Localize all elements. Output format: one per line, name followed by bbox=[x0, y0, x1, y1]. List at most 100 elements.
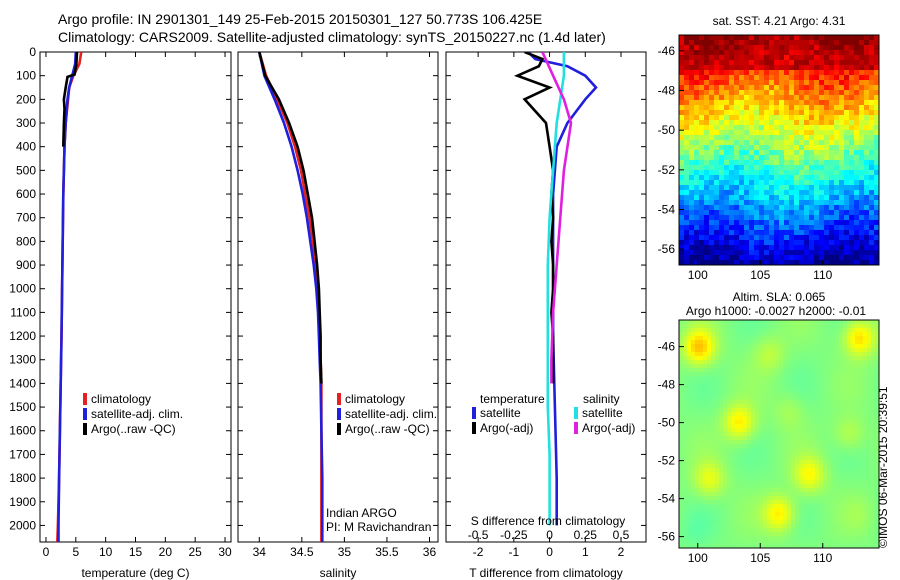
map-cell bbox=[779, 544, 784, 548]
map-cell bbox=[859, 496, 864, 501]
map-cell bbox=[831, 536, 836, 541]
map-cell bbox=[729, 65, 735, 71]
map-cell bbox=[703, 320, 708, 325]
map-cell bbox=[807, 516, 812, 521]
map-cell bbox=[739, 392, 744, 397]
map-cell bbox=[764, 185, 770, 191]
map-cell bbox=[691, 484, 696, 489]
map-cell bbox=[794, 150, 800, 156]
map-cell bbox=[719, 328, 724, 333]
map-cell bbox=[754, 75, 760, 81]
map-cell bbox=[695, 356, 700, 361]
map-cell bbox=[783, 320, 788, 325]
map-cell bbox=[815, 380, 820, 385]
map-cell bbox=[689, 80, 695, 86]
map-cell bbox=[775, 392, 780, 397]
map-cell bbox=[764, 225, 770, 231]
map-cell bbox=[755, 480, 760, 485]
map-cell bbox=[679, 40, 685, 46]
salinity-profile-panel: 34 34.5 35 35.5 36salinityclimatologysatelli… bbox=[237, 51, 439, 580]
map-cell bbox=[823, 372, 828, 377]
map-cell bbox=[709, 60, 715, 66]
map-cell bbox=[863, 516, 868, 521]
map-cell bbox=[695, 448, 700, 453]
map-cell bbox=[859, 225, 865, 231]
map-cell bbox=[694, 175, 700, 181]
map-cell bbox=[874, 120, 879, 126]
map-cell bbox=[779, 368, 784, 373]
map-cell bbox=[723, 540, 728, 545]
map-cell bbox=[759, 340, 764, 345]
map-cell bbox=[747, 356, 752, 361]
map-cell bbox=[844, 40, 850, 46]
map-cell bbox=[851, 372, 856, 377]
map-cell bbox=[823, 528, 828, 533]
map-cell bbox=[774, 250, 780, 256]
map-cell bbox=[739, 448, 744, 453]
map-cell bbox=[764, 75, 770, 81]
map-cell bbox=[679, 480, 684, 485]
map-cell bbox=[803, 404, 808, 409]
map-cell bbox=[709, 215, 715, 221]
map-cell bbox=[864, 160, 870, 166]
map-cell bbox=[794, 65, 800, 71]
map-cell bbox=[807, 536, 812, 541]
map-cell bbox=[811, 436, 816, 441]
map-cell bbox=[703, 532, 708, 537]
map-cell bbox=[744, 70, 750, 76]
map-cell bbox=[754, 185, 760, 191]
map-cell bbox=[863, 492, 868, 497]
map-cell bbox=[859, 452, 864, 457]
map-cell bbox=[835, 508, 840, 513]
map-cell bbox=[815, 336, 820, 341]
map-cell bbox=[859, 464, 864, 469]
map-cell bbox=[799, 100, 805, 106]
map-cell bbox=[855, 436, 860, 441]
map-cell bbox=[719, 432, 724, 437]
map-cell bbox=[734, 145, 740, 151]
map-cell bbox=[719, 160, 725, 166]
map-cell bbox=[751, 412, 756, 417]
map-cell bbox=[759, 110, 765, 116]
map-cell bbox=[784, 170, 790, 176]
map-cell bbox=[699, 175, 705, 181]
map-cell bbox=[711, 356, 716, 361]
map-cell bbox=[751, 540, 756, 545]
map-cell bbox=[767, 324, 772, 329]
map-cell bbox=[739, 115, 745, 121]
map-cell bbox=[763, 388, 768, 393]
map-cell bbox=[744, 140, 750, 146]
map-cell bbox=[875, 484, 879, 489]
map-cell bbox=[743, 516, 748, 521]
map-cell bbox=[819, 255, 825, 261]
map-cell bbox=[864, 260, 870, 265]
map-cell bbox=[719, 195, 725, 201]
map-cell bbox=[687, 488, 692, 493]
map-cell bbox=[803, 500, 808, 505]
map-cell bbox=[739, 544, 744, 548]
map-cell bbox=[824, 185, 830, 191]
map-cell bbox=[847, 388, 852, 393]
map-cell bbox=[795, 492, 800, 497]
map-cell bbox=[787, 448, 792, 453]
map-cell bbox=[789, 40, 795, 46]
map-cell bbox=[719, 332, 724, 337]
map-cell bbox=[874, 245, 879, 251]
map-cell bbox=[819, 55, 825, 61]
map-cell bbox=[809, 140, 815, 146]
map-cell bbox=[739, 250, 745, 256]
map-cell bbox=[799, 480, 804, 485]
map-cell bbox=[835, 464, 840, 469]
map-cell bbox=[744, 55, 750, 61]
map-cell bbox=[703, 544, 708, 548]
map-cell bbox=[784, 115, 790, 121]
map-cell bbox=[687, 328, 692, 333]
map-cell bbox=[819, 368, 824, 373]
map-cell bbox=[834, 210, 840, 216]
map-cell bbox=[749, 75, 755, 81]
map-cell bbox=[875, 336, 879, 341]
map-cell bbox=[679, 508, 684, 513]
map-cell bbox=[839, 536, 844, 541]
map-cell bbox=[859, 215, 865, 221]
map-cell bbox=[839, 544, 844, 548]
